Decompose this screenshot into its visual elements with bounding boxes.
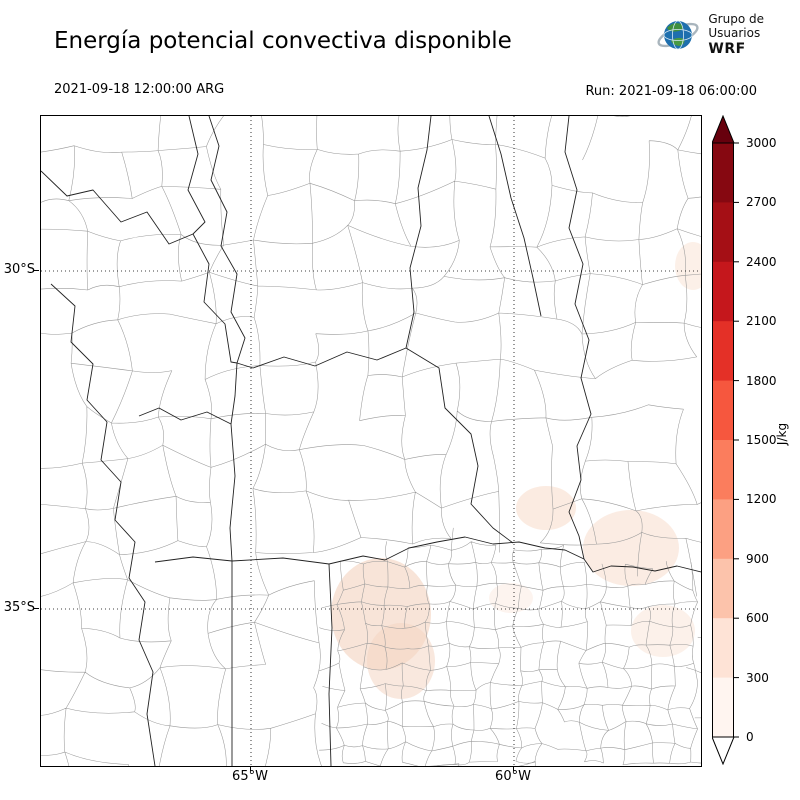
colorbar-tick-label: 1500 xyxy=(746,433,777,447)
colorbar-tick-label: 2100 xyxy=(746,314,777,329)
colorbar-tick-label: 3000 xyxy=(746,136,777,150)
logo-org-line2: Usuarios xyxy=(708,25,761,40)
colorbar-tick-label: 2700 xyxy=(746,195,777,210)
map-canvas xyxy=(40,115,702,767)
axis-tick-60w xyxy=(513,766,514,771)
logo-org-line1: Grupo de xyxy=(708,12,764,27)
axis-tick-35s xyxy=(34,608,39,609)
valid-time-label: 2021-09-18 12:00:00 ARG xyxy=(54,82,225,97)
colorbar-unit-label: J/kg xyxy=(775,422,789,446)
page-title: Energía potencial convectiva disponible xyxy=(54,28,512,54)
colorbar-tick-label: 0 xyxy=(746,730,754,744)
colorbar-tick-label: 900 xyxy=(746,551,769,566)
wrf-globe-icon xyxy=(657,20,700,50)
lon-tick-label-60w: 60°W xyxy=(495,769,531,784)
colorbar-tick-label: 600 xyxy=(746,611,769,626)
colorbar-tick-label: 2400 xyxy=(746,254,777,269)
axis-tick-65w xyxy=(250,766,251,771)
colorbar-tick-label: 300 xyxy=(746,670,769,685)
colorbar-tick-labels: 3000 2700 2400 2100 1800 1500 1200 900 600 300 0 xyxy=(746,115,790,765)
colorbar-scale-svg xyxy=(711,114,739,766)
colorbar-tick-label: 1200 xyxy=(746,492,777,507)
colorbar xyxy=(711,114,740,769)
wrf-logo-text: Grupo de Usuarios WRF xyxy=(708,12,764,57)
lat-tick-label-35s: 35°S xyxy=(3,600,35,615)
lat-tick-label-30s: 30°S xyxy=(3,262,35,277)
colorbar-tick-label: 1800 xyxy=(746,373,777,388)
wrf-logo: Grupo de Usuarios WRF xyxy=(655,12,764,58)
axis-tick-30s xyxy=(34,270,39,271)
map-boundaries-svg xyxy=(41,116,701,766)
logo-wrf-label: WRF xyxy=(708,40,746,57)
lon-tick-label-65w: 65°W xyxy=(232,769,268,784)
run-time-label: Run: 2021-09-18 06:00:00 xyxy=(585,84,757,99)
